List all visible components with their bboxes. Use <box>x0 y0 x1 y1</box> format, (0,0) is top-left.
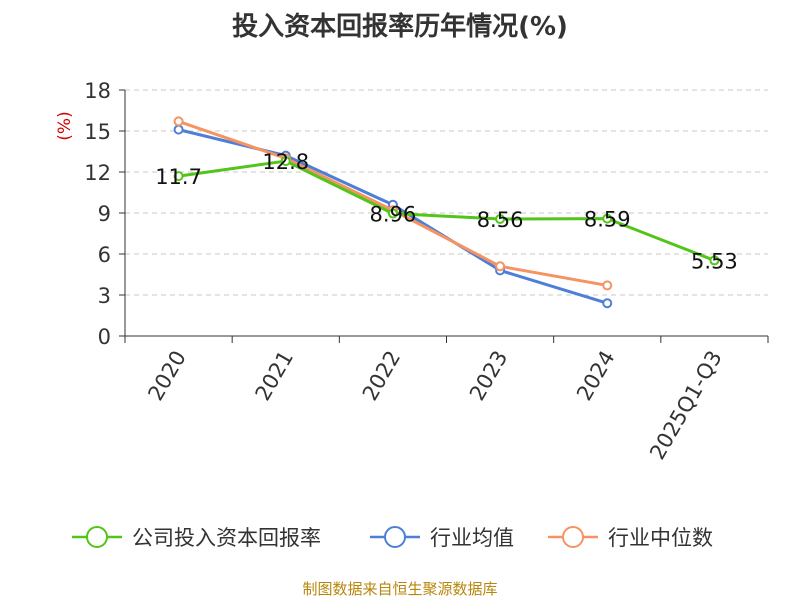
data-point[interactable] <box>495 261 506 272</box>
legend-item[interactable]: 公司投入资本回报率 <box>72 526 321 550</box>
y-tick-label: 3 <box>98 284 111 308</box>
data-point[interactable] <box>495 214 506 225</box>
data-point[interactable] <box>602 280 613 291</box>
x-tick-label: 2023 <box>465 347 513 405</box>
x-tick-label: 2020 <box>143 347 191 405</box>
y-axis-title: (%) <box>55 111 75 140</box>
source-note: 制图数据来自恒生聚源数据库 <box>302 580 498 598</box>
legend-marker <box>384 526 406 548</box>
x-tick-label: 2022 <box>358 347 406 405</box>
legend-label: 行业中位数 <box>608 526 713 550</box>
data-point[interactable] <box>173 171 184 182</box>
y-tick-label: 0 <box>98 325 111 349</box>
data-label: 11.7 <box>155 165 202 189</box>
y-tick-label: 18 <box>84 79 111 103</box>
data-label: 5.53 <box>691 249 738 273</box>
data-label: 8.96 <box>370 203 417 227</box>
data-point[interactable] <box>280 156 291 167</box>
series-line <box>178 159 715 262</box>
x-tick-label: 2025Q1-Q3 <box>645 347 727 464</box>
legend-marker <box>86 526 108 548</box>
legend-item[interactable]: 行业均值 <box>370 526 514 550</box>
legend-label: 公司投入资本回报率 <box>132 526 321 550</box>
chart-title: 投入资本回报率历年情况(%) <box>232 12 568 42</box>
x-tick-label: 2024 <box>572 347 620 405</box>
legend-item[interactable]: 行业中位数 <box>548 526 713 550</box>
y-tick-label: 9 <box>98 202 111 226</box>
data-point[interactable] <box>387 208 398 219</box>
data-label: 8.59 <box>584 208 631 232</box>
data-point[interactable] <box>709 255 720 266</box>
data-point[interactable] <box>173 124 184 135</box>
data-label: 12.8 <box>262 150 309 174</box>
data-label: 8.56 <box>477 208 524 232</box>
data-point[interactable] <box>173 116 184 127</box>
x-tick-label: 2021 <box>251 347 299 405</box>
legend-marker <box>562 526 584 548</box>
y-tick-label: 6 <box>98 243 111 267</box>
y-tick-label: 12 <box>84 161 111 185</box>
data-point[interactable] <box>602 213 613 224</box>
legend-label: 行业均值 <box>430 526 514 550</box>
y-tick-label: 15 <box>84 120 111 144</box>
data-point[interactable] <box>602 298 613 309</box>
